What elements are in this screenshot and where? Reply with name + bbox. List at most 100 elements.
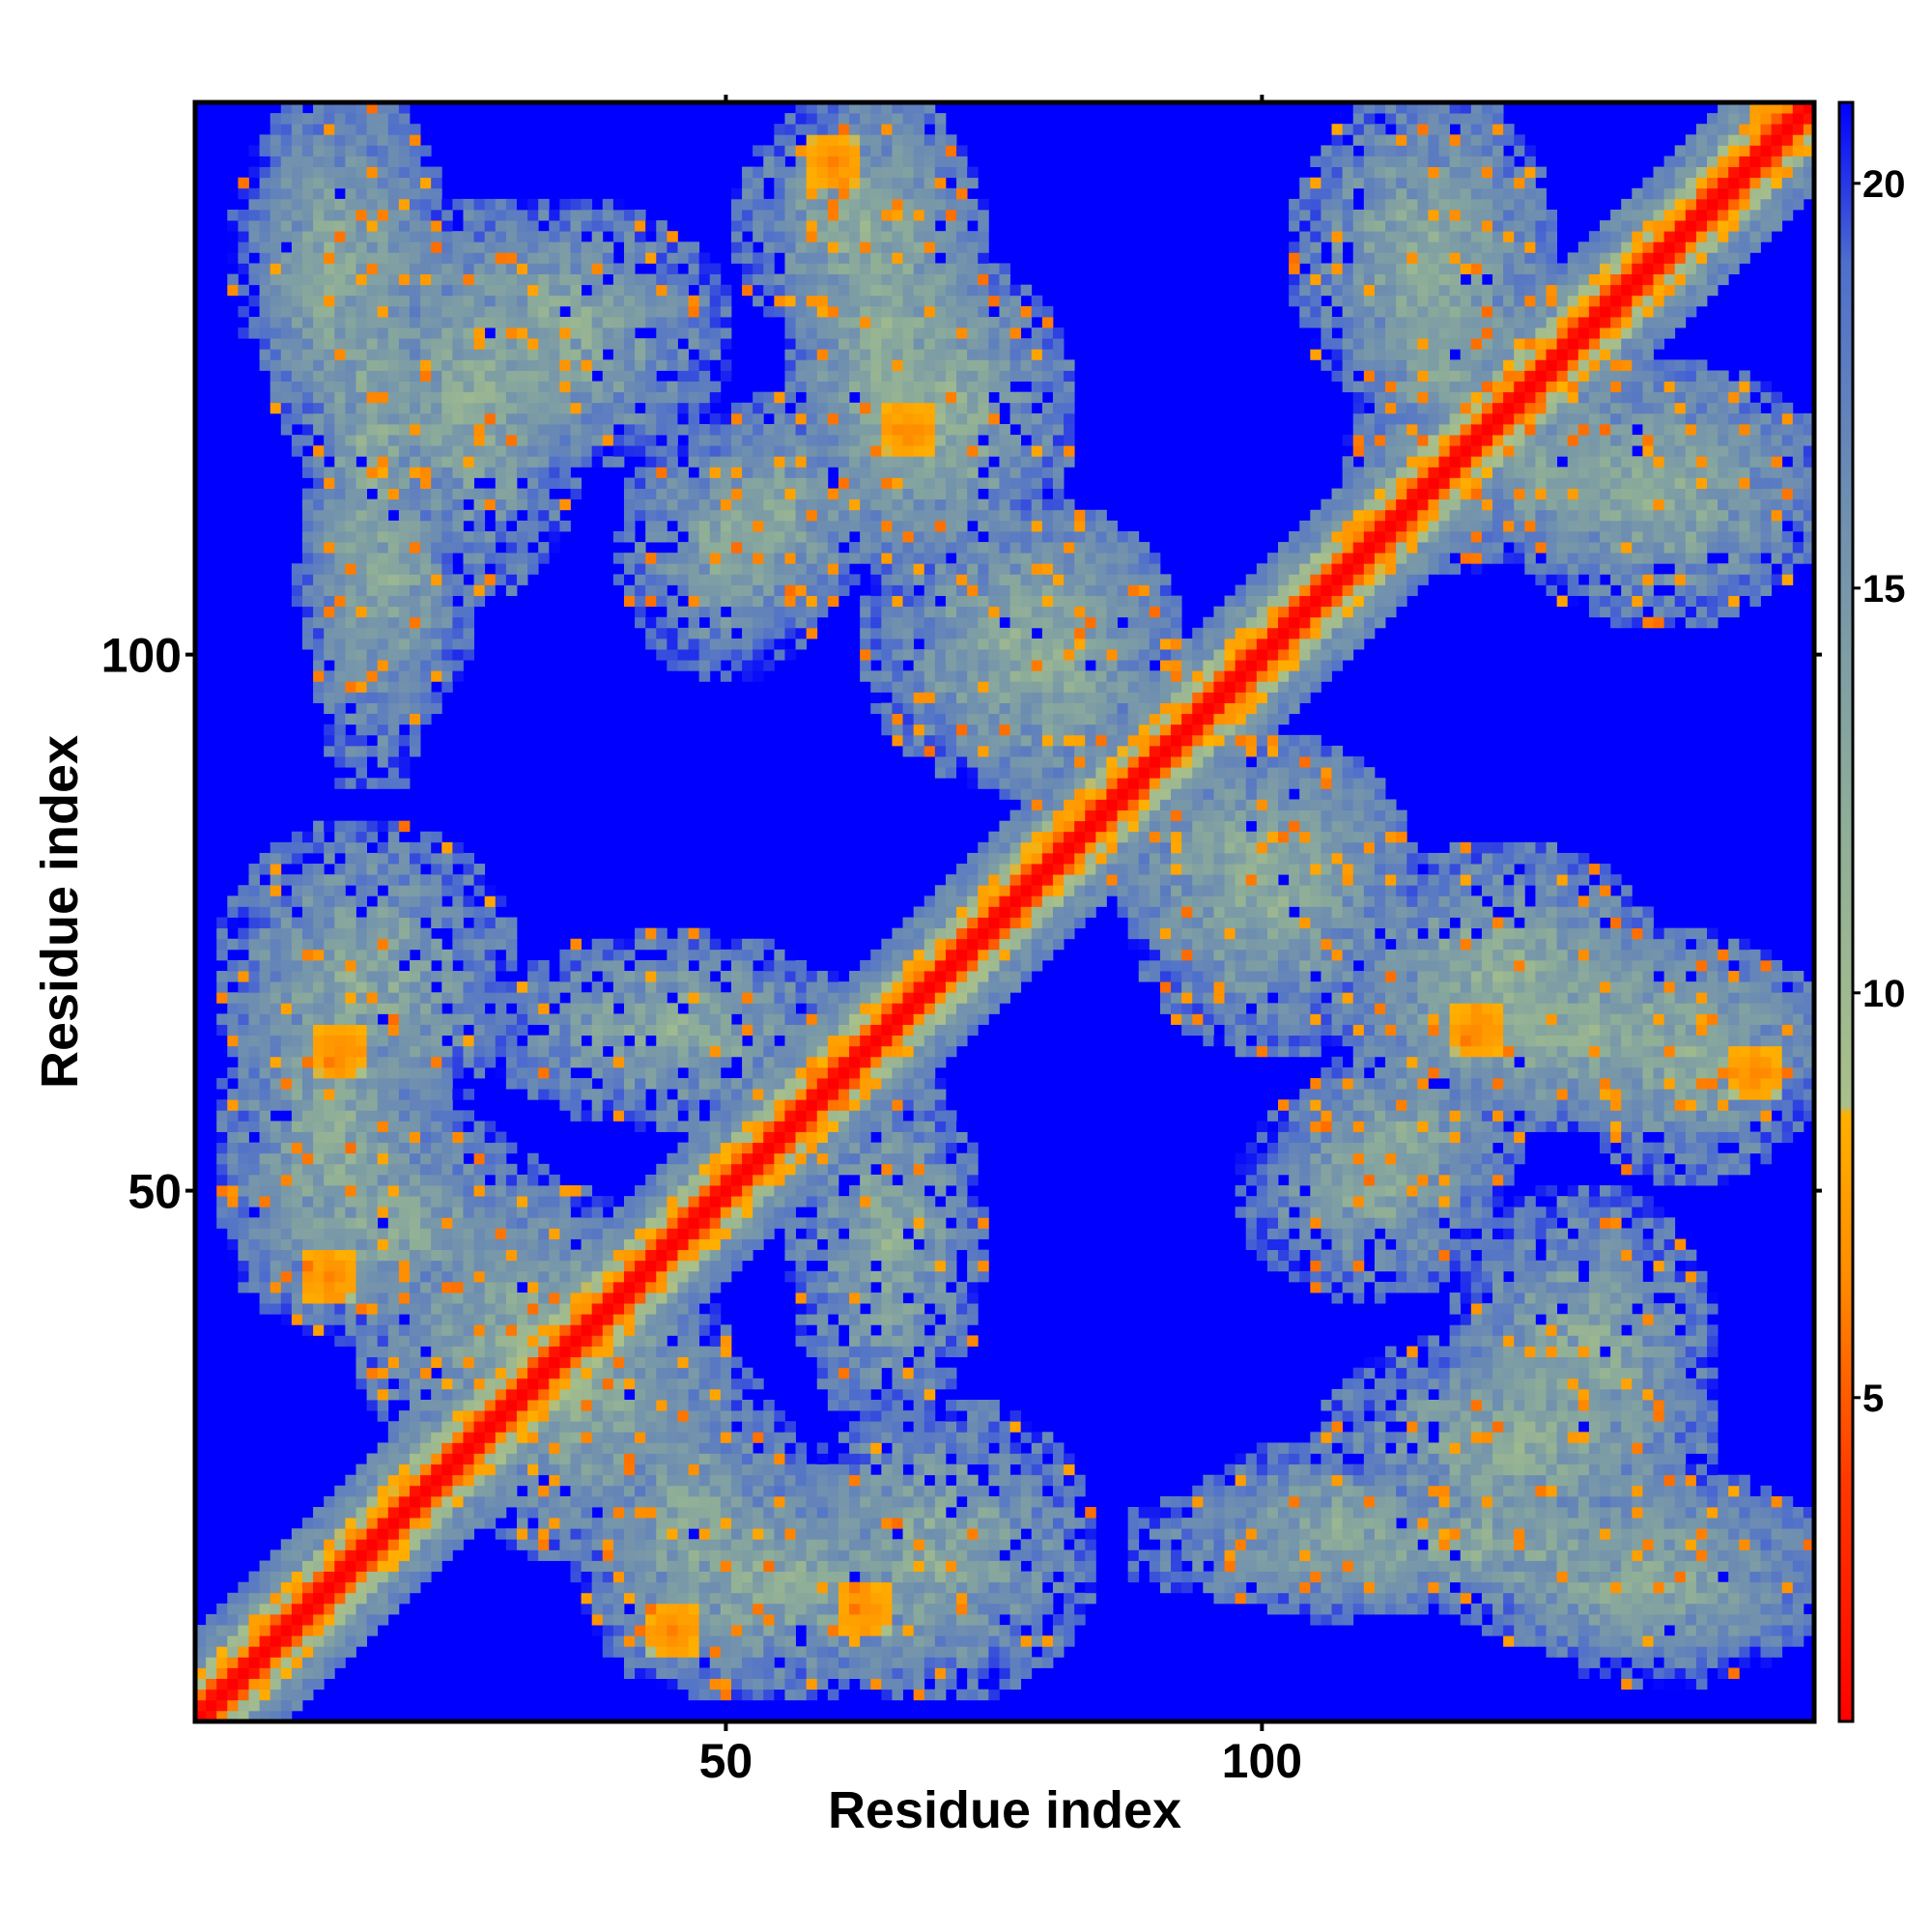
heatmap-cell xyxy=(473,885,486,896)
heatmap-cell xyxy=(516,209,528,221)
heatmap-cell xyxy=(377,231,389,242)
heatmap-cell xyxy=(591,1495,604,1508)
heatmap-cell xyxy=(635,381,646,393)
heatmap-cell xyxy=(409,220,421,232)
heatmap-cell xyxy=(549,1432,560,1443)
heatmap-cell xyxy=(259,156,271,167)
heatmap-cell xyxy=(280,1667,293,1679)
heatmap-cell xyxy=(635,1421,646,1433)
heatmap-cell xyxy=(324,284,335,297)
heatmap-cell xyxy=(216,1217,228,1229)
heatmap-cell xyxy=(570,305,582,318)
heatmap-cell xyxy=(635,1335,646,1347)
heatmap-cell xyxy=(334,1089,346,1100)
heatmap-cell xyxy=(334,295,346,307)
heatmap-cell xyxy=(656,1207,668,1218)
heatmap-cell xyxy=(581,252,593,264)
heatmap-cell xyxy=(409,1035,421,1047)
heatmap-cell xyxy=(355,187,367,200)
heatmap-cell xyxy=(667,1099,678,1111)
heatmap-cell xyxy=(570,209,582,221)
heatmap-cell xyxy=(742,1024,753,1037)
heatmap-cell xyxy=(398,220,411,232)
heatmap-cell xyxy=(291,938,303,951)
heatmap-cell xyxy=(324,1003,335,1014)
heatmap-cell xyxy=(280,1592,293,1605)
heatmap-cell xyxy=(345,627,356,639)
heatmap-cell xyxy=(248,166,260,179)
heatmap-cell xyxy=(698,445,711,457)
heatmap-cell xyxy=(431,1281,442,1293)
heatmap-cell xyxy=(420,391,432,404)
heatmap-cell xyxy=(334,220,346,232)
heatmap-cell xyxy=(324,156,335,167)
heatmap-cell xyxy=(398,412,411,425)
heatmap-cell xyxy=(688,1657,700,1668)
heatmap-cell xyxy=(441,1142,453,1154)
heatmap-cell xyxy=(387,1121,400,1132)
heatmap-cell xyxy=(345,220,356,232)
heatmap-cell xyxy=(635,349,646,360)
heatmap-cell xyxy=(516,520,528,532)
heatmap-cell xyxy=(431,1410,442,1422)
heatmap-cell xyxy=(570,1078,582,1090)
heatmap-cell xyxy=(688,1518,700,1529)
heatmap-cell xyxy=(677,627,689,639)
heatmap-cell xyxy=(377,1260,389,1272)
heatmap-cell xyxy=(441,1238,453,1251)
heatmap-cell xyxy=(730,1678,743,1690)
heatmap-cell xyxy=(291,1045,303,1058)
heatmap-cell xyxy=(248,1078,260,1090)
heatmap-cell xyxy=(591,284,604,297)
heatmap-cell xyxy=(645,1260,657,1272)
heatmap-cell xyxy=(452,412,464,425)
heatmap-cell xyxy=(216,1667,228,1679)
heatmap-cell xyxy=(409,906,421,918)
heatmap-cell xyxy=(387,1196,400,1208)
heatmap-cell xyxy=(280,1581,293,1594)
heatmap-cell xyxy=(366,435,379,446)
heatmap-cell xyxy=(753,1152,764,1165)
heatmap-cell xyxy=(431,509,442,522)
heatmap-cell xyxy=(259,1603,271,1615)
heatmap-cell xyxy=(742,1678,753,1690)
heatmap-cell xyxy=(677,1421,689,1433)
heatmap-cell xyxy=(270,209,282,221)
heatmap-cell xyxy=(452,435,464,446)
heatmap-cell xyxy=(334,542,346,554)
heatmap-cell xyxy=(280,156,293,167)
heatmap-cell xyxy=(377,1099,389,1111)
heatmap-cell xyxy=(709,1152,722,1165)
heatmap-cell xyxy=(645,1013,657,1025)
heatmap-cell xyxy=(656,381,668,393)
heatmap-cell xyxy=(473,1518,486,1529)
heatmap-cell xyxy=(377,445,389,457)
heatmap-cell xyxy=(377,820,389,833)
heatmap-cell xyxy=(753,231,764,242)
heatmap-cell xyxy=(730,1507,743,1519)
heatmap-cell xyxy=(591,1367,604,1379)
heatmap-cell xyxy=(667,1152,678,1165)
heatmap-cell xyxy=(623,284,636,297)
heatmap-cell xyxy=(698,520,711,532)
heatmap-cell xyxy=(505,1078,518,1090)
heatmap-cell xyxy=(355,156,367,167)
heatmap-cell xyxy=(345,563,356,575)
heatmap-cell xyxy=(516,1421,528,1433)
heatmap-cell xyxy=(420,1260,432,1272)
heatmap-cell xyxy=(602,1249,614,1262)
heatmap-cell xyxy=(763,1185,775,1197)
heatmap-cell xyxy=(270,1281,282,1293)
heatmap-cell xyxy=(495,488,507,500)
heatmap-cell xyxy=(248,1614,260,1626)
heatmap-cell xyxy=(216,1024,228,1037)
heatmap-cell xyxy=(387,145,400,156)
heatmap-cell xyxy=(259,134,271,146)
heatmap-cell xyxy=(387,1518,400,1529)
heatmap-cell xyxy=(420,1324,432,1336)
heatmap-cell xyxy=(324,209,335,221)
heatmap-cell xyxy=(334,1549,346,1561)
heatmap-cell xyxy=(334,1174,346,1186)
heatmap-cell xyxy=(441,981,453,993)
heatmap-cell xyxy=(612,530,625,543)
